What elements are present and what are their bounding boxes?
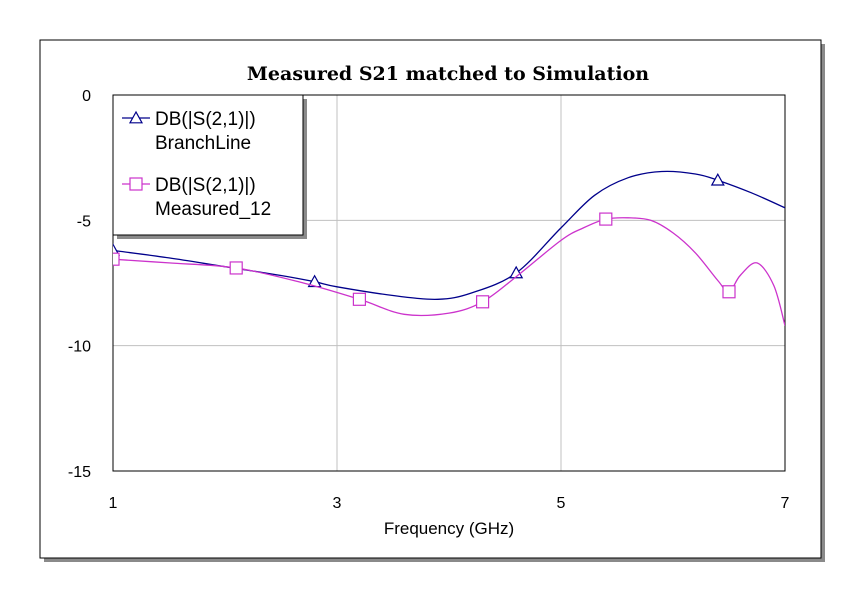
legend-entry-name: DB(|S(2,1)|) — [155, 109, 256, 130]
x-tick-label: 3 — [333, 495, 342, 512]
data-point-measured — [476, 295, 490, 309]
legend-entry-name: DB(|S(2,1)|) — [155, 175, 256, 196]
x-tick-label: 1 — [109, 495, 118, 512]
y-tick-label: -5 — [77, 213, 91, 230]
tick-labels: 1 3 5 7 0 -5 -10 -15 — [68, 88, 790, 512]
data-point-measured — [113, 252, 120, 266]
y-tick-label: -10 — [68, 339, 91, 356]
data-point-measured — [352, 292, 366, 306]
data-point-measured — [722, 285, 736, 299]
x-tick-label: 5 — [557, 495, 566, 512]
data-point-branchline — [710, 172, 725, 186]
series-line-branchline — [113, 170, 785, 300]
legend-swatch-marker — [129, 177, 143, 191]
data-point-measured — [599, 212, 613, 226]
x-tick-label: 7 — [781, 495, 790, 512]
y-tick-label: -15 — [68, 464, 91, 481]
series-layer — [113, 170, 785, 326]
x-axis-label: Frequency (GHz) — [384, 519, 514, 538]
plot-area — [112, 94, 786, 472]
legend-swatch-marker — [128, 110, 144, 124]
data-point-branchline — [113, 243, 121, 256]
legend-entry-label: BranchLine — [155, 133, 251, 154]
y-tick-label: 0 — [82, 88, 91, 105]
legend-entry-label: Measured_12 — [155, 199, 271, 220]
data-point-measured — [229, 261, 243, 275]
chart-title: Measured S21 matched to Simulation — [247, 63, 649, 85]
legend-items: DB(|S(2,1)|) BranchLine DB(|S(2,1)|) Measur… — [122, 109, 271, 220]
legend[interactable]: DB(|S(2,1)|) BranchLine DB(|S(2,1)|) Measur… — [112, 94, 307, 239]
